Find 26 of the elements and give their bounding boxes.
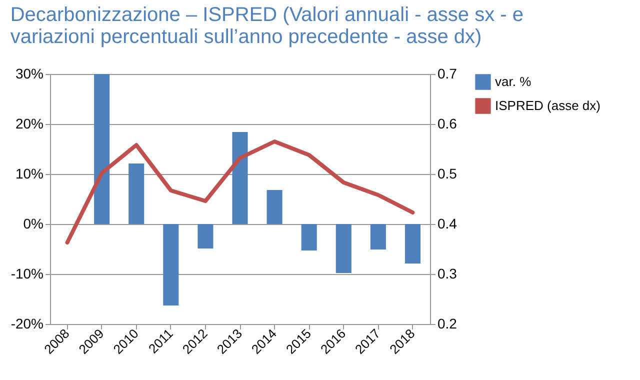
y2-tick-label: 0.4 — [438, 216, 458, 232]
bar — [370, 224, 386, 250]
bar — [163, 224, 179, 306]
y2-tick-label: 0.3 — [438, 266, 458, 282]
bar — [266, 190, 282, 224]
chart-title: Decarbonizzazione – ISPRED (Valori annuali - asse sx - e variazioni percentuali sull’anno precedente - asse dx) — [10, 4, 524, 48]
legend-label: var. % — [495, 74, 532, 89]
y-tick-label: -10% — [10, 266, 44, 282]
bar — [94, 74, 110, 224]
line-series — [65, 140, 415, 244]
bar — [128, 164, 144, 224]
y-tick-label: 10% — [15, 166, 44, 182]
bar — [301, 224, 317, 250]
y-tick-label: -20% — [10, 316, 44, 332]
y2-tick-label: 0.7 — [438, 66, 458, 82]
bar — [232, 132, 248, 224]
bar — [198, 224, 214, 248]
bar — [404, 224, 420, 264]
y2-tick-label: 0.6 — [438, 116, 458, 132]
y-tick-label: 30% — [15, 66, 44, 82]
bar — [336, 224, 352, 273]
y2-tick-label: 0.2 — [438, 316, 458, 332]
y-tick-label: 0% — [23, 216, 44, 232]
y-tick-label: 20% — [15, 116, 44, 132]
legend-label: ISPRED (asse dx) — [495, 98, 600, 113]
y2-tick-label: 0.5 — [438, 166, 458, 182]
